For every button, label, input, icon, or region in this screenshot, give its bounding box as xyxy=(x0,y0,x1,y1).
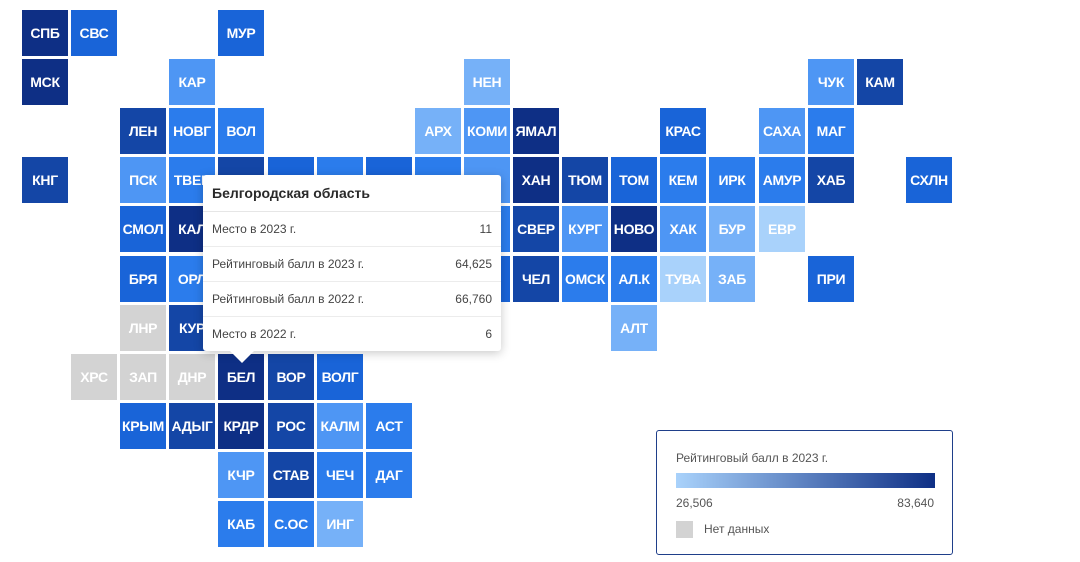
region-tile[interactable]: СПБ xyxy=(22,10,68,56)
tooltip-row-label: Рейтинговый балл в 2022 г. xyxy=(212,292,365,306)
region-tile[interactable]: АДЫГ xyxy=(169,403,215,449)
region-tile[interactable]: СТАВ xyxy=(268,452,314,498)
tooltip-row-label: Место в 2022 г. xyxy=(212,327,297,341)
region-tile[interactable]: ВОР xyxy=(268,354,314,400)
color-legend: Рейтинговый балл в 2023 г. 26,506 83,640… xyxy=(656,430,953,555)
region-tile[interactable]: НОВО xyxy=(611,206,657,252)
tooltip-row: Рейтинговый балл в 2023 г. 64,625 xyxy=(203,247,501,282)
tooltip-row: Место в 2023 г. 11 xyxy=(203,212,501,247)
tooltip-row-value: 11 xyxy=(479,222,492,236)
region-tile[interactable]: С.ОС xyxy=(268,501,314,547)
region-tile[interactable]: КАР xyxy=(169,59,215,105)
tooltip-row-label: Место в 2023 г. xyxy=(212,222,297,236)
legend-gradient-bar xyxy=(676,473,935,488)
region-tile[interactable]: ТЮМ xyxy=(562,157,608,203)
region-tile[interactable]: КАБ xyxy=(218,501,264,547)
region-tile[interactable]: КЕМ xyxy=(660,157,706,203)
region-tile[interactable]: АЛ.К xyxy=(611,256,657,302)
region-tile[interactable]: ЗАБ xyxy=(709,256,755,302)
region-tile[interactable]: ТУВА xyxy=(660,256,706,302)
region-tile[interactable]: ПРИ xyxy=(808,256,854,302)
region-tile[interactable]: КУРГ xyxy=(562,206,608,252)
region-tile[interactable]: КРЫМ xyxy=(120,403,166,449)
region-tile[interactable]: ДНР xyxy=(169,354,215,400)
region-tile[interactable]: КНГ xyxy=(22,157,68,203)
region-tile[interactable]: ЕВР xyxy=(759,206,805,252)
tooltip-row-label: Рейтинговый балл в 2023 г. xyxy=(212,257,365,271)
region-tile[interactable]: ЛЕН xyxy=(120,108,166,154)
region-tile[interactable]: ХАБ xyxy=(808,157,854,203)
region-tile[interactable]: СВС xyxy=(71,10,117,56)
legend-no-data-swatch xyxy=(676,521,693,538)
region-tile[interactable]: МСК xyxy=(22,59,68,105)
region-tile[interactable]: ВОЛГ xyxy=(317,354,363,400)
region-tile[interactable]: АЛТ xyxy=(611,305,657,351)
region-tile[interactable]: ХАН xyxy=(513,157,559,203)
region-tile[interactable]: ДАГ xyxy=(366,452,412,498)
region-tile[interactable]: НОВГ xyxy=(169,108,215,154)
region-tile[interactable]: САХА xyxy=(759,108,805,154)
region-tile[interactable]: ЛНР xyxy=(120,305,166,351)
region-tile[interactable]: МАГ xyxy=(808,108,854,154)
region-tile[interactable]: КЧР xyxy=(218,452,264,498)
region-tile[interactable]: ИНГ xyxy=(317,501,363,547)
region-tile[interactable]: ХАК xyxy=(660,206,706,252)
region-tile[interactable]: ЯМАЛ xyxy=(513,108,559,154)
region-tile[interactable]: ТОМ xyxy=(611,157,657,203)
region-tile[interactable]: АСТ xyxy=(366,403,412,449)
region-tile[interactable]: СМОЛ xyxy=(120,206,166,252)
region-tile[interactable]: ИРК xyxy=(709,157,755,203)
region-tooltip: Белгородская область Место в 2023 г. 11 … xyxy=(203,175,501,363)
region-tile[interactable]: БРЯ xyxy=(120,256,166,302)
region-tile[interactable]: ЗАП xyxy=(120,354,166,400)
tooltip-row: Место в 2022 г. 6 xyxy=(203,317,501,351)
region-tile[interactable]: БУР xyxy=(709,206,755,252)
region-tile[interactable]: ВОЛ xyxy=(218,108,264,154)
region-tile[interactable]: ЧУК xyxy=(808,59,854,105)
tooltip-row-value: 6 xyxy=(485,327,492,341)
tooltip-row-value: 64,625 xyxy=(455,257,492,271)
legend-no-data-label: Нет данных xyxy=(704,522,770,536)
tooltip-title: Белгородская область xyxy=(203,175,501,212)
legend-max-value: 83,640 xyxy=(897,496,934,510)
legend-min-value: 26,506 xyxy=(676,496,713,510)
region-tile[interactable]: АРХ xyxy=(415,108,461,154)
region-tile[interactable]: ЧЕЧ xyxy=(317,452,363,498)
region-tile[interactable]: СХЛН xyxy=(906,157,952,203)
region-tile[interactable]: ХРС xyxy=(71,354,117,400)
region-tile[interactable]: ПСК xyxy=(120,157,166,203)
region-tile[interactable]: РОС xyxy=(268,403,314,449)
region-tile[interactable]: КАМ xyxy=(857,59,903,105)
legend-title: Рейтинговый балл в 2023 г. xyxy=(676,451,829,465)
region-tile[interactable]: НЕН xyxy=(464,59,510,105)
region-tile[interactable]: АМУР xyxy=(759,157,805,203)
tooltip-row-value: 66,760 xyxy=(455,292,492,306)
region-tile[interactable]: КАЛМ xyxy=(317,403,363,449)
region-tile[interactable]: ОМСК xyxy=(562,256,608,302)
tooltip-row: Рейтинговый балл в 2022 г. 66,760 xyxy=(203,282,501,317)
region-tile[interactable]: ЧЕЛ xyxy=(513,256,559,302)
region-tile[interactable]: КРДР xyxy=(218,403,264,449)
region-tile[interactable]: КРАС xyxy=(660,108,706,154)
region-tile[interactable]: КОМИ xyxy=(464,108,510,154)
region-tile[interactable]: СВЕР xyxy=(513,206,559,252)
region-tile[interactable]: МУР xyxy=(218,10,264,56)
